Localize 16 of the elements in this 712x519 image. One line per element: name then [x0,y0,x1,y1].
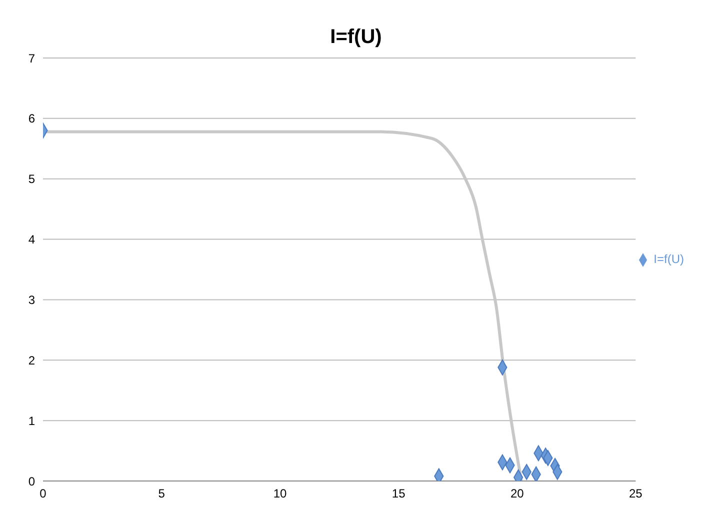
x-tick-label: 15 [392,486,406,501]
y-tick-label: 0 [28,474,36,488]
x-tick-label: 5 [158,486,166,501]
x-tick-label: 20 [510,486,524,501]
y-tick-label: 7 [28,51,36,66]
x-tick-label: 0 [40,486,47,501]
y-tick-label: 2 [28,353,36,368]
y-tick-label: 4 [28,232,36,247]
x-tick-label: 25 [628,486,643,501]
legend-label: I=f(U) [654,252,684,266]
x-tick-label: 10 [273,486,288,501]
y-tick-label: 5 [28,172,36,186]
y-tick-label: 6 [28,112,36,126]
chart-title: I=f(U) [329,26,383,49]
y-tick-label: 1 [28,414,36,428]
y-tick-label: 3 [28,292,36,307]
